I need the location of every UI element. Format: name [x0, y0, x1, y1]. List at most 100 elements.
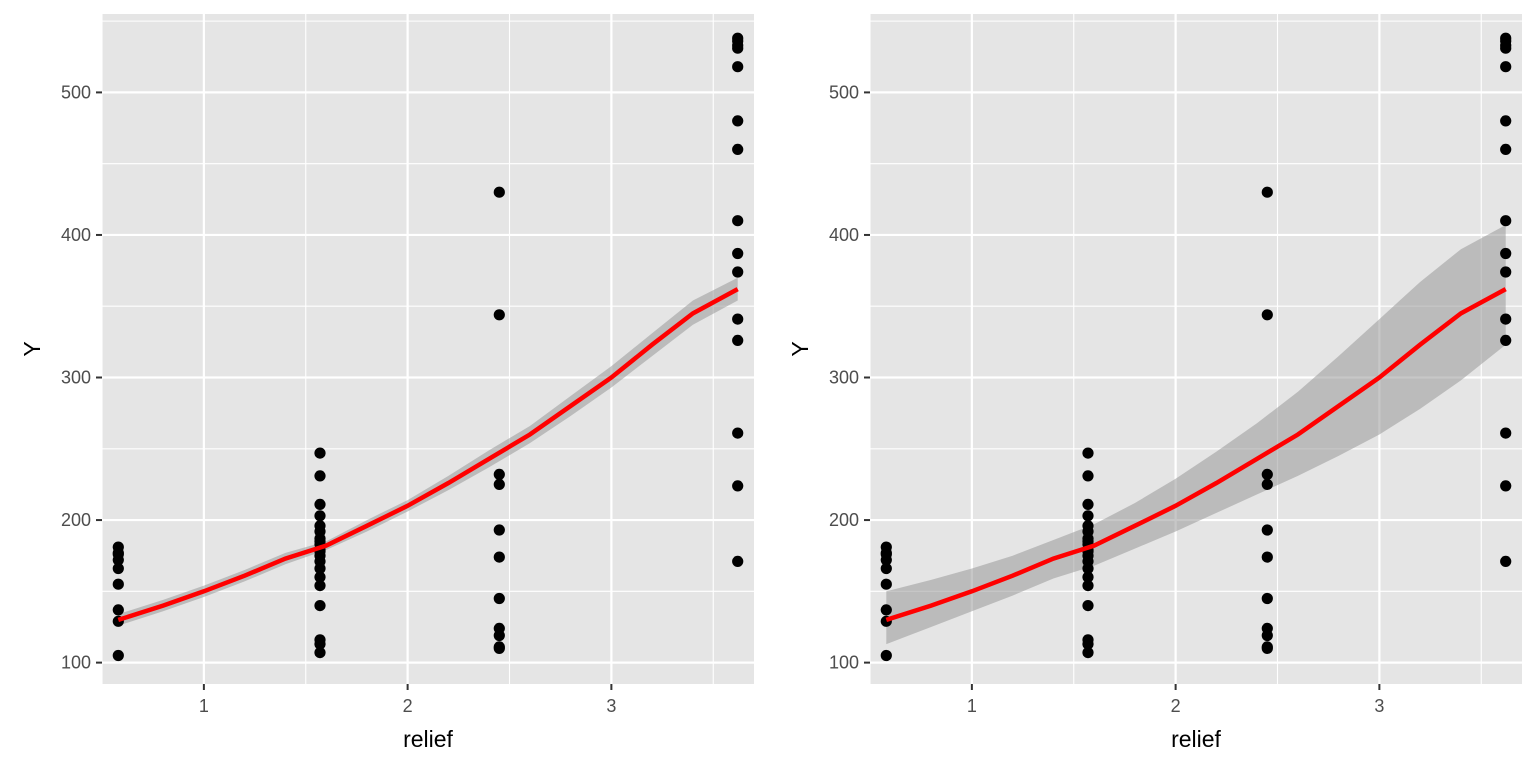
data-point [732, 61, 744, 73]
x-tick-label: 2 [1171, 696, 1181, 716]
data-point [732, 480, 744, 492]
data-point [1082, 571, 1094, 583]
data-point [732, 115, 744, 127]
data-point [112, 562, 124, 575]
data-point [314, 600, 326, 612]
data-point [314, 562, 326, 575]
y-tick-label: 200 [829, 510, 859, 530]
data-point [1261, 309, 1273, 321]
data-point [1261, 551, 1273, 563]
data-point [1261, 478, 1273, 490]
data-point [314, 535, 326, 548]
x-axis-title: relief [1171, 726, 1221, 752]
data-point [732, 42, 744, 54]
data-point [1082, 498, 1094, 510]
data-point [1261, 524, 1273, 536]
data-point [493, 309, 505, 321]
x-tick-label: 2 [403, 696, 413, 716]
data-point [493, 524, 505, 536]
fit-line [117, 287, 739, 623]
data-point [1500, 42, 1512, 54]
data-point [1500, 115, 1512, 127]
y-tick-label: 400 [829, 225, 859, 245]
data-point [1082, 580, 1094, 592]
y-tick-label: 500 [61, 82, 91, 102]
data-point [493, 592, 505, 605]
data-point [1500, 427, 1512, 439]
data-point [1500, 247, 1512, 260]
data-point [1261, 186, 1273, 198]
data-point [1082, 535, 1094, 548]
data-point [732, 266, 744, 278]
data-point [1082, 647, 1094, 659]
data-point [880, 649, 892, 662]
data-point [1500, 61, 1512, 73]
data-point [493, 641, 505, 653]
x-tick-label: 1 [967, 696, 977, 716]
data-point [112, 548, 124, 560]
data-point [1500, 215, 1512, 227]
data-point [1082, 447, 1094, 459]
axis-ticks: 1 2 3 100 200 300 400 500 [61, 82, 616, 716]
data-point [1500, 480, 1512, 492]
data-point [1082, 562, 1094, 575]
y-axis-title: Y [787, 341, 813, 356]
data-point [493, 551, 505, 563]
fit-line [885, 287, 1507, 623]
axis-ticks: 1 2 3 100 200 300 400 500 [829, 82, 1384, 716]
data-point [1261, 629, 1273, 642]
data-point [493, 478, 505, 490]
data-point [314, 638, 326, 650]
data-point [1500, 266, 1512, 278]
data-point [1500, 143, 1512, 155]
data-point [732, 313, 744, 325]
x-axis-title: relief [403, 726, 453, 752]
confidence-band [886, 225, 1506, 645]
data-point [112, 604, 124, 616]
data-point [732, 215, 744, 227]
left-panel: 1 2 3 100 200 300 400 500 relief Y [19, 14, 754, 752]
data-point [1261, 641, 1273, 653]
data-point [112, 578, 124, 590]
data-point [1082, 470, 1094, 482]
data-point [314, 571, 326, 583]
data-point [314, 470, 326, 482]
data-point [314, 580, 326, 592]
data-point [314, 498, 326, 510]
data-point [112, 649, 124, 662]
y-tick-label: 300 [829, 368, 859, 388]
grid-lines [101, 14, 754, 684]
data-point [314, 447, 326, 459]
y-axis-title: Y [19, 341, 45, 356]
y-tick-label: 100 [829, 653, 859, 673]
data-point [1261, 592, 1273, 605]
y-tick-label: 300 [61, 368, 91, 388]
y-tick-label: 500 [829, 82, 859, 102]
data-point [732, 427, 744, 439]
confidence-band-area [886, 225, 1506, 645]
y-tick-label: 200 [61, 510, 91, 530]
data-point [314, 647, 326, 659]
data-point [493, 468, 505, 480]
data-point [1500, 555, 1512, 568]
data-point [493, 629, 505, 642]
data-point [1082, 638, 1094, 650]
y-tick-label: 400 [61, 225, 91, 245]
data-point [880, 562, 892, 575]
data-point [732, 143, 744, 155]
data-point [1082, 510, 1094, 522]
x-tick-label: 3 [606, 696, 616, 716]
data-point [1500, 334, 1512, 346]
y-tick-label: 100 [61, 653, 91, 673]
data-point [880, 604, 892, 616]
data-point [314, 510, 326, 522]
x-tick-label: 1 [199, 696, 209, 716]
fitted-curve [885, 287, 1507, 623]
data-point [732, 555, 744, 568]
fitted-curve [117, 287, 739, 623]
data-point [493, 186, 505, 198]
data-point [1082, 600, 1094, 612]
data-points [112, 32, 744, 662]
right-panel: 1 2 3 100 200 300 400 500 relief Y [787, 14, 1522, 752]
